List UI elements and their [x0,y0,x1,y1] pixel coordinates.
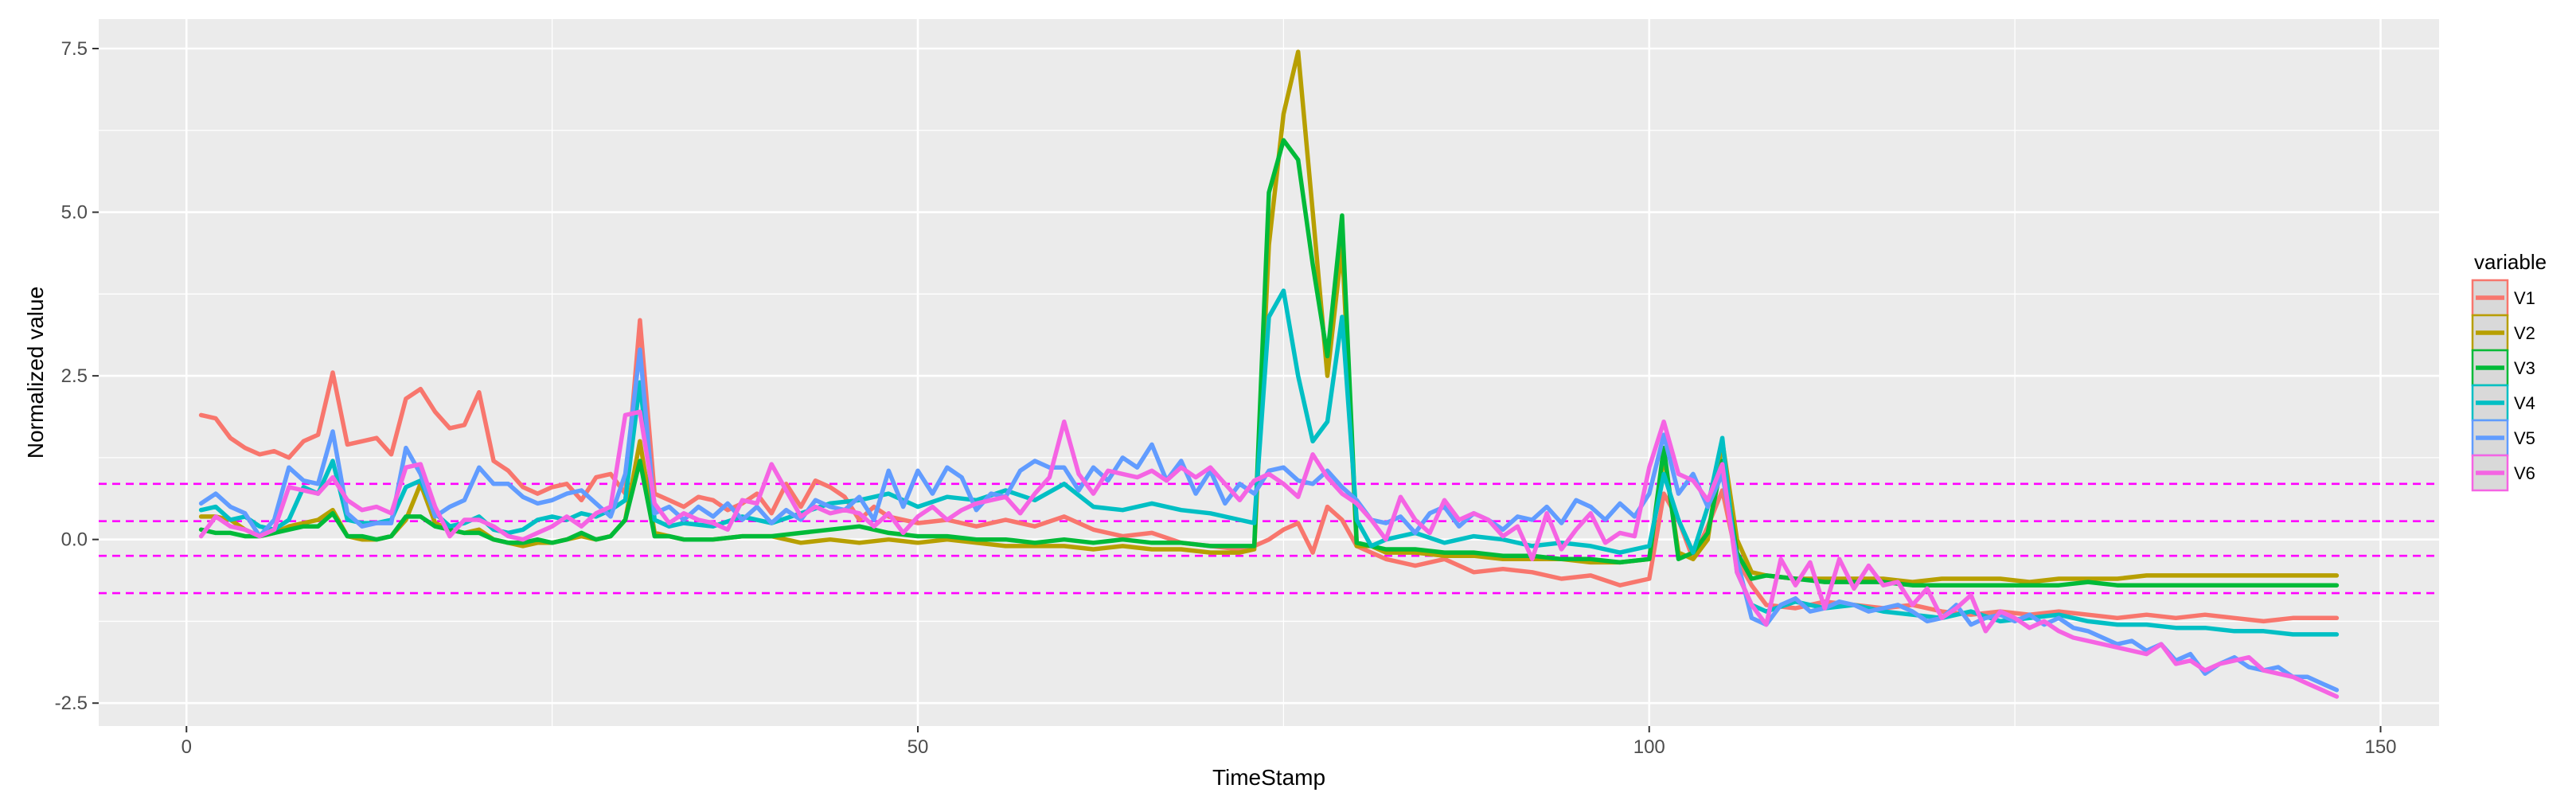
legend-label: V1 [2514,288,2535,308]
legend-label: V5 [2514,428,2535,448]
reference-lines [99,482,2439,595]
series-line-v6 [198,409,2340,699]
y-tick-label: 7.5 [61,38,88,60]
legend: variable V1 V2 V3 V4 V5 V6 [2471,250,2547,492]
x-axis: 0 50 100 150 [181,726,2397,758]
series-line-v3 [198,138,2340,588]
x-tick-label: 150 [2364,736,2396,758]
series-lines [198,49,2340,699]
legend-label: V3 [2514,358,2535,378]
minor-gridlines [99,19,2439,726]
y-tick-label: 5.0 [61,202,88,224]
y-tick-label: -2.5 [55,693,88,714]
x-axis-title: TimeStamp [1212,765,1325,790]
y-axis: -2.5 0.0 2.5 5.0 7.5 [55,38,99,714]
x-tick-label: 50 [907,736,929,758]
x-tick-label: 0 [181,736,192,758]
plot-panel [99,19,2439,726]
y-axis-title: Normalized value [23,287,48,459]
y-tick-label: 0.0 [61,529,88,551]
y-tick-label: 2.5 [61,365,88,387]
legend-title: variable [2474,250,2547,274]
legend-label: V4 [2514,393,2535,413]
legend-label: V2 [2514,323,2535,343]
x-tick-label: 100 [1633,736,1665,758]
legend-label: V6 [2514,463,2535,483]
